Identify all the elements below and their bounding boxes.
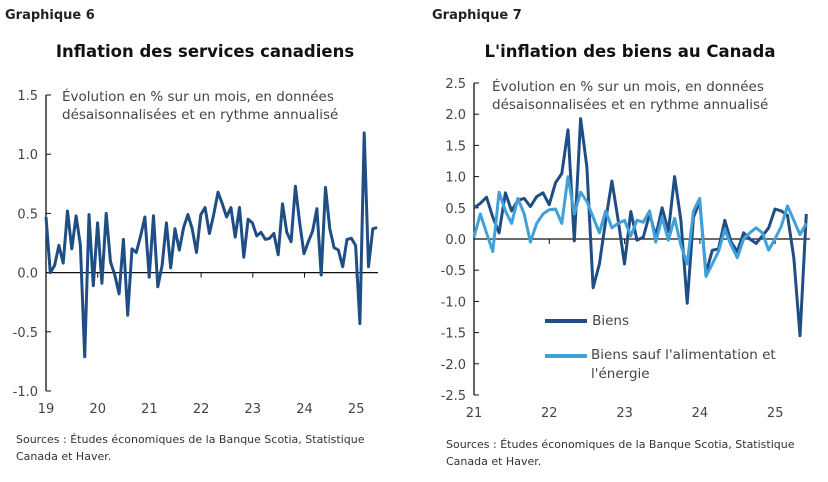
- y-tick-label: -1.5: [441, 327, 466, 342]
- sources-7: Sources : Études économiques de la Banqu…: [446, 438, 795, 468]
- x-tick-label: 21: [466, 406, 483, 421]
- y-tick-label: -1.0: [441, 295, 466, 310]
- legend-swatch: [545, 318, 587, 323]
- x-tick-label: 22: [541, 406, 558, 421]
- y-tick-label: -0.5: [13, 326, 38, 341]
- y-tick-label: 0.5: [445, 202, 466, 217]
- x-tick-label: 19: [38, 402, 55, 417]
- y-tick-label: -0.5: [441, 264, 466, 279]
- sources-6: Sources : Études économiques de la Banqu…: [16, 433, 365, 463]
- chart-title-7: L'inflation des biens au Canada: [484, 42, 776, 61]
- x-tick-label: 24: [692, 406, 709, 421]
- y-tick-label: 2.5: [445, 77, 466, 92]
- x-tick-label: 24: [296, 402, 313, 417]
- legend-label: Biens: [592, 313, 630, 329]
- y-tick-label: -2.0: [441, 358, 466, 373]
- x-tick-label: 23: [245, 402, 262, 417]
- legend-item-core-goods: Biens sauf l'alimentation et l'énergie: [545, 346, 801, 384]
- y-tick-label: -1.0: [13, 385, 38, 400]
- legend-label: Biens sauf l'alimentation et l'énergie: [591, 347, 776, 382]
- legend-item-biens: Biens: [545, 310, 629, 331]
- x-tick-label: 23: [616, 406, 633, 421]
- y-tick-label: 0.0: [445, 233, 466, 248]
- series-line-biens0: [473, 117, 808, 338]
- y-tick-label: -2.5: [441, 389, 466, 404]
- x-tick-label: 22: [193, 402, 210, 417]
- chart-subtitle-6: Évolution en % sur un mois, en données d…: [62, 89, 339, 123]
- y-tick-label: 1.5: [445, 139, 466, 154]
- x-tick-label: 25: [767, 406, 784, 421]
- figure-label-6: Graphique 6: [5, 8, 95, 23]
- x-tick-label: 21: [141, 402, 158, 417]
- y-tick-label: 0.0: [17, 267, 38, 282]
- figure-label-7: Graphique 7: [432, 8, 522, 23]
- chart-subtitle-7: Évolution en % sur un mois, en données d…: [492, 79, 769, 113]
- legend-swatch: [545, 354, 587, 358]
- y-tick-label: 1.5: [17, 89, 38, 104]
- chart-title-6: Inflation des services canadiens: [55, 42, 355, 61]
- x-tick-label: 25: [348, 402, 365, 417]
- y-tick-label: 0.5: [17, 207, 38, 222]
- x-tick-label: 20: [89, 402, 106, 417]
- y-tick-label: 1.0: [445, 171, 466, 186]
- series-line-biens1: [472, 175, 808, 278]
- y-tick-label: 2.0: [445, 108, 466, 123]
- y-tick-label: 1.0: [17, 148, 38, 163]
- series-line-services: [44, 131, 378, 359]
